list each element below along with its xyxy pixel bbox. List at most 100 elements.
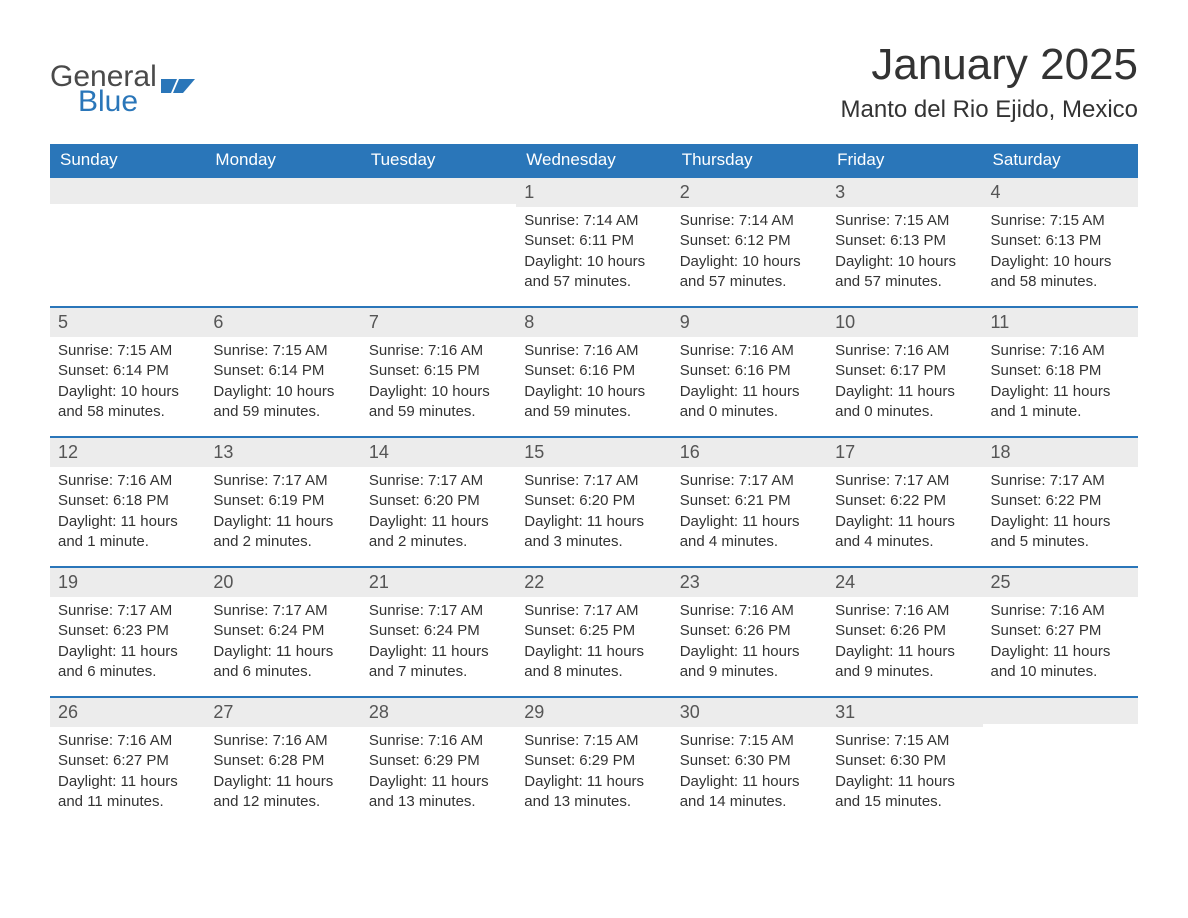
day-body: Sunrise: 7:16 AMSunset: 6:18 PMDaylight:… xyxy=(50,467,205,562)
daylight-line: Daylight: 10 hours and 57 minutes. xyxy=(680,252,819,293)
sunset-line: Sunset: 6:28 PM xyxy=(213,751,352,771)
sunrise-line: Sunrise: 7:17 AM xyxy=(524,601,663,621)
day-body: Sunrise: 7:16 AMSunset: 6:28 PMDaylight:… xyxy=(205,727,360,822)
day-number: 13 xyxy=(205,438,360,467)
day-body xyxy=(361,204,516,218)
sunrise-line: Sunrise: 7:17 AM xyxy=(213,471,352,491)
sunrise-line: Sunrise: 7:15 AM xyxy=(991,211,1130,231)
daylight-line: Daylight: 10 hours and 58 minutes. xyxy=(58,382,197,423)
day-number: 2 xyxy=(672,178,827,207)
sunrise-line: Sunrise: 7:15 AM xyxy=(680,731,819,751)
sunrise-line: Sunrise: 7:16 AM xyxy=(369,731,508,751)
sunset-line: Sunset: 6:27 PM xyxy=(58,751,197,771)
day-body: Sunrise: 7:15 AMSunset: 6:29 PMDaylight:… xyxy=(516,727,671,822)
calendar-day: 27Sunrise: 7:16 AMSunset: 6:28 PMDayligh… xyxy=(205,696,360,826)
day-body: Sunrise: 7:16 AMSunset: 6:16 PMDaylight:… xyxy=(672,337,827,432)
weekday-header: Friday xyxy=(827,144,982,176)
day-number: 27 xyxy=(205,698,360,727)
day-body: Sunrise: 7:16 AMSunset: 6:27 PMDaylight:… xyxy=(50,727,205,822)
daylight-line: Daylight: 11 hours and 14 minutes. xyxy=(680,772,819,813)
sunrise-line: Sunrise: 7:16 AM xyxy=(835,601,974,621)
day-number: 1 xyxy=(516,178,671,207)
calendar-day: 3Sunrise: 7:15 AMSunset: 6:13 PMDaylight… xyxy=(827,176,982,306)
day-number: 31 xyxy=(827,698,982,727)
calendar-day-empty xyxy=(50,176,205,306)
calendar-day: 12Sunrise: 7:16 AMSunset: 6:18 PMDayligh… xyxy=(50,436,205,566)
calendar-day-empty xyxy=(983,696,1138,826)
sunset-line: Sunset: 6:20 PM xyxy=(369,491,508,511)
day-body: Sunrise: 7:15 AMSunset: 6:30 PMDaylight:… xyxy=(672,727,827,822)
month-title: January 2025 xyxy=(841,40,1138,90)
day-number xyxy=(50,178,205,207)
daylight-line: Daylight: 11 hours and 9 minutes. xyxy=(680,642,819,683)
calendar-day: 14Sunrise: 7:17 AMSunset: 6:20 PMDayligh… xyxy=(361,436,516,566)
calendar-day: 5Sunrise: 7:15 AMSunset: 6:14 PMDaylight… xyxy=(50,306,205,436)
sunrise-line: Sunrise: 7:15 AM xyxy=(835,211,974,231)
sunrise-line: Sunrise: 7:15 AM xyxy=(58,341,197,361)
sunset-line: Sunset: 6:20 PM xyxy=(524,491,663,511)
sunrise-line: Sunrise: 7:16 AM xyxy=(58,471,197,491)
calendar-day: 22Sunrise: 7:17 AMSunset: 6:25 PMDayligh… xyxy=(516,566,671,696)
sunrise-line: Sunrise: 7:17 AM xyxy=(991,471,1130,491)
sunset-line: Sunset: 6:22 PM xyxy=(991,491,1130,511)
daylight-line: Daylight: 11 hours and 9 minutes. xyxy=(835,642,974,683)
sunset-line: Sunset: 6:30 PM xyxy=(835,751,974,771)
calendar-day: 19Sunrise: 7:17 AMSunset: 6:23 PMDayligh… xyxy=(50,566,205,696)
sunset-line: Sunset: 6:12 PM xyxy=(680,231,819,251)
sunset-line: Sunset: 6:16 PM xyxy=(524,361,663,381)
day-body: Sunrise: 7:17 AMSunset: 6:22 PMDaylight:… xyxy=(983,467,1138,562)
day-number: 23 xyxy=(672,568,827,597)
day-number: 5 xyxy=(50,308,205,337)
day-body xyxy=(983,724,1138,738)
weekday-header: Wednesday xyxy=(516,144,671,176)
calendar-day: 1Sunrise: 7:14 AMSunset: 6:11 PMDaylight… xyxy=(516,176,671,306)
day-body xyxy=(50,204,205,218)
day-number: 4 xyxy=(983,178,1138,207)
weekday-header: Tuesday xyxy=(361,144,516,176)
location: Manto del Rio Ejido, Mexico xyxy=(841,96,1138,124)
daylight-line: Daylight: 11 hours and 7 minutes. xyxy=(369,642,508,683)
daylight-line: Daylight: 11 hours and 13 minutes. xyxy=(524,772,663,813)
day-body: Sunrise: 7:17 AMSunset: 6:24 PMDaylight:… xyxy=(361,597,516,692)
day-number xyxy=(983,698,1138,727)
calendar-day: 29Sunrise: 7:15 AMSunset: 6:29 PMDayligh… xyxy=(516,696,671,826)
day-body: Sunrise: 7:17 AMSunset: 6:25 PMDaylight:… xyxy=(516,597,671,692)
sunrise-line: Sunrise: 7:17 AM xyxy=(213,601,352,621)
calendar-day: 2 Sunrise: 7:14 AMSunset: 6:12 PMDaylight… xyxy=(672,176,827,306)
day-body: Sunrise: 7:17 AMSunset: 6:19 PMDaylight:… xyxy=(205,467,360,562)
calendar-day: 4Sunrise: 7:15 AMSunset: 6:13 PMDaylight… xyxy=(983,176,1138,306)
day-body: Sunrise: 7:14 AMSunset: 6:11 PMDaylight:… xyxy=(516,207,671,302)
day-body: Sunrise: 7:16 AMSunset: 6:26 PMDaylight:… xyxy=(827,597,982,692)
daylight-line: Daylight: 10 hours and 59 minutes. xyxy=(369,382,508,423)
day-number: 22 xyxy=(516,568,671,597)
day-body: Sunrise: 7:15 AMSunset: 6:14 PMDaylight:… xyxy=(205,337,360,432)
calendar-day: 16Sunrise: 7:17 AMSunset: 6:21 PMDayligh… xyxy=(672,436,827,566)
sunrise-line: Sunrise: 7:17 AM xyxy=(835,471,974,491)
header: General Blue January 2025 Manto del Rio … xyxy=(50,40,1138,124)
day-number: 16 xyxy=(672,438,827,467)
day-number xyxy=(205,178,360,207)
calendar-day: 25Sunrise: 7:16 AMSunset: 6:27 PMDayligh… xyxy=(983,566,1138,696)
sunset-line: Sunset: 6:25 PM xyxy=(524,621,663,641)
weekday-header: Thursday xyxy=(672,144,827,176)
day-body: Sunrise: 7:17 AMSunset: 6:24 PMDaylight:… xyxy=(205,597,360,692)
daylight-line: Daylight: 11 hours and 13 minutes. xyxy=(369,772,508,813)
sunset-line: Sunset: 6:11 PM xyxy=(524,231,663,251)
day-body: Sunrise: 7:16 AMSunset: 6:17 PMDaylight:… xyxy=(827,337,982,432)
sunrise-line: Sunrise: 7:14 AM xyxy=(680,211,819,231)
calendar-day: 9Sunrise: 7:16 AMSunset: 6:16 PMDaylight… xyxy=(672,306,827,436)
daylight-line: Daylight: 11 hours and 4 minutes. xyxy=(835,512,974,553)
calendar-day: 17Sunrise: 7:17 AMSunset: 6:22 PMDayligh… xyxy=(827,436,982,566)
calendar-day: 10Sunrise: 7:16 AMSunset: 6:17 PMDayligh… xyxy=(827,306,982,436)
calendar-header-row: SundayMondayTuesdayWednesdayThursdayFrid… xyxy=(50,144,1138,176)
calendar-week: 19Sunrise: 7:17 AMSunset: 6:23 PMDayligh… xyxy=(50,566,1138,696)
day-number: 10 xyxy=(827,308,982,337)
day-body: Sunrise: 7:15 AMSunset: 6:13 PMDaylight:… xyxy=(827,207,982,302)
day-body: Sunrise: 7:15 AMSunset: 6:30 PMDaylight:… xyxy=(827,727,982,822)
day-number: 28 xyxy=(361,698,516,727)
day-body xyxy=(205,204,360,218)
day-body: Sunrise: 7:17 AMSunset: 6:21 PMDaylight:… xyxy=(672,467,827,562)
calendar-week: 26Sunrise: 7:16 AMSunset: 6:27 PMDayligh… xyxy=(50,696,1138,826)
sunset-line: Sunset: 6:30 PM xyxy=(680,751,819,771)
day-number: 7 xyxy=(361,308,516,337)
